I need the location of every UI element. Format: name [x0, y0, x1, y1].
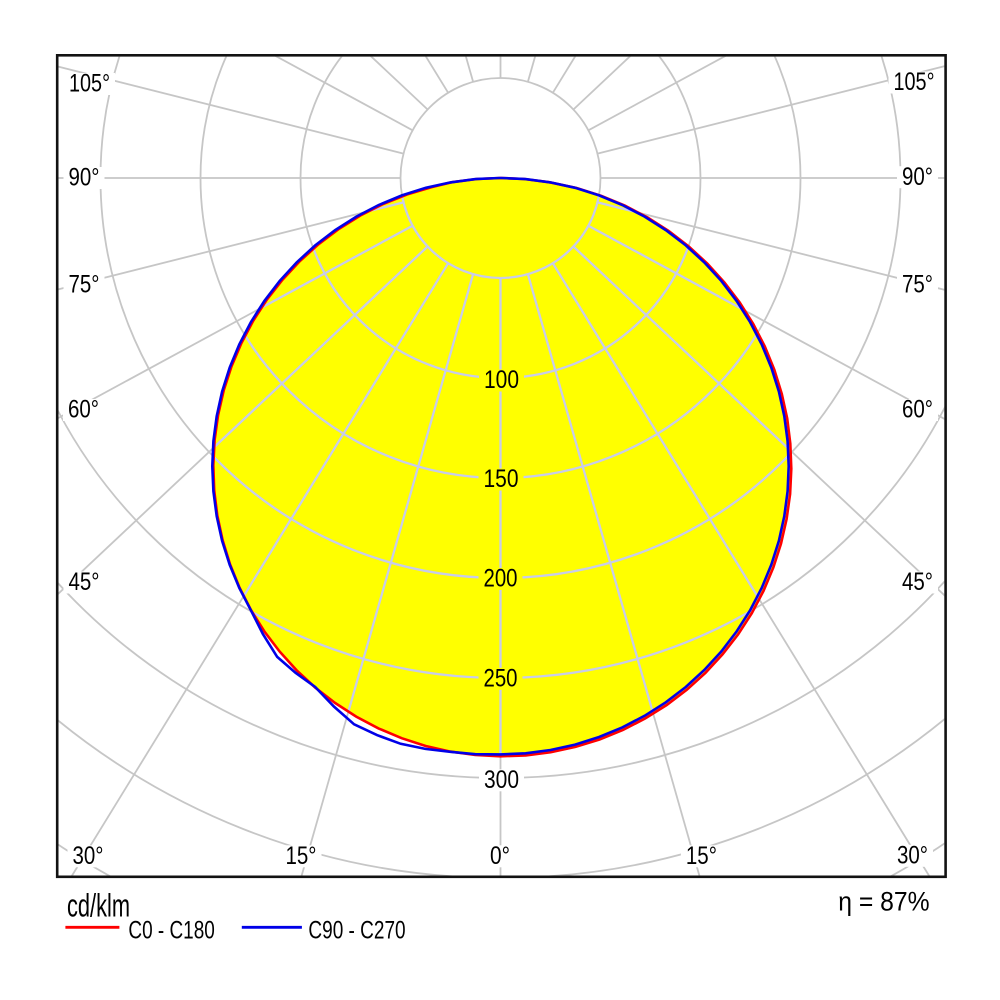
- svg-text:45°: 45°: [69, 568, 100, 596]
- svg-text:30°: 30°: [73, 842, 104, 870]
- svg-text:75°: 75°: [69, 271, 100, 299]
- svg-text:45°: 45°: [902, 568, 933, 596]
- svg-text:C0 - C180: C0 - C180: [128, 917, 214, 945]
- svg-text:90°: 90°: [902, 163, 933, 191]
- svg-text:η = 87%: η = 87%: [838, 887, 929, 917]
- svg-text:100: 100: [484, 366, 519, 394]
- svg-text:C90 - C270: C90 - C270: [308, 917, 405, 945]
- svg-text:15°: 15°: [286, 842, 317, 870]
- svg-text:105°: 105°: [69, 70, 110, 98]
- svg-text:200: 200: [484, 565, 518, 593]
- svg-text:250: 250: [484, 664, 518, 692]
- svg-text:150: 150: [484, 465, 519, 493]
- svg-text:105°: 105°: [894, 68, 935, 96]
- svg-text:0°: 0°: [490, 842, 510, 870]
- svg-text:300: 300: [484, 766, 519, 794]
- svg-text:60°: 60°: [902, 396, 933, 424]
- svg-text:75°: 75°: [902, 271, 933, 299]
- svg-text:60°: 60°: [68, 396, 99, 424]
- svg-text:90°: 90°: [69, 164, 100, 192]
- svg-text:cd/klm: cd/klm: [67, 888, 130, 924]
- svg-text:15°: 15°: [686, 842, 717, 870]
- svg-text:30°: 30°: [897, 841, 928, 869]
